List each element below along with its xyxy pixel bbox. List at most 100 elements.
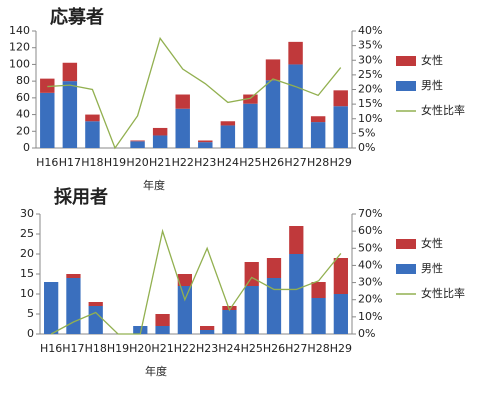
legend-swatch bbox=[396, 264, 416, 274]
y-tick-label: 100 bbox=[9, 57, 30, 70]
y-tick-label: 120 bbox=[9, 41, 30, 54]
y-tick-label: 140 bbox=[9, 24, 30, 37]
bar-segment bbox=[40, 92, 55, 148]
bar-segment bbox=[266, 278, 282, 334]
y2-tick-label: 40% bbox=[358, 24, 382, 37]
x-tick-label: H21 bbox=[149, 156, 171, 169]
x-tick-label: H20 bbox=[129, 342, 151, 355]
bar-segment bbox=[88, 306, 103, 334]
bar-segment bbox=[311, 282, 326, 298]
y-tick-label: 0 bbox=[27, 327, 34, 340]
x-tick-label: H24 bbox=[217, 156, 239, 169]
y-tick-label: 10 bbox=[20, 287, 34, 300]
y2-tick-label: 10% bbox=[358, 310, 382, 323]
legend-swatch bbox=[396, 81, 416, 91]
bar-segment bbox=[333, 106, 348, 148]
legend-label: 女性 bbox=[421, 53, 443, 67]
bar-segment bbox=[288, 41, 303, 65]
y2-tick-label: 30% bbox=[358, 53, 382, 66]
x-tick-label: H24 bbox=[218, 342, 240, 355]
bar-segment bbox=[200, 330, 215, 334]
bar-segment bbox=[155, 326, 170, 334]
x-tick-label: H27 bbox=[285, 342, 307, 355]
chart-title: 応募者 bbox=[50, 6, 104, 28]
legend-label: 男性 bbox=[421, 78, 443, 92]
bar-segment bbox=[177, 274, 192, 286]
bar-segment bbox=[265, 59, 281, 81]
legend-label: 女性比率 bbox=[421, 286, 465, 300]
x-tick-label: H21 bbox=[151, 342, 173, 355]
x-tick-label: H29 bbox=[330, 342, 352, 355]
x-tick-label: H17 bbox=[62, 342, 84, 355]
legend-swatch bbox=[396, 239, 416, 249]
x-tick-label: H26 bbox=[263, 342, 285, 355]
bar-segment bbox=[333, 294, 348, 334]
y2-tick-label: 5% bbox=[358, 126, 375, 139]
x-tick-label: H17 bbox=[59, 156, 81, 169]
bar-segment bbox=[130, 140, 145, 142]
x-tick-label: H29 bbox=[330, 156, 352, 169]
bar-segment bbox=[244, 286, 259, 334]
bar-segment bbox=[310, 122, 326, 148]
bar-segment bbox=[265, 80, 281, 148]
x-tick-label: H28 bbox=[307, 156, 329, 169]
y2-tick-label: 0% bbox=[358, 327, 375, 340]
bar-segment bbox=[311, 298, 326, 334]
bar-segment bbox=[66, 278, 81, 334]
chart-title: 採用者 bbox=[54, 186, 108, 208]
y-tick-label: 30 bbox=[20, 207, 34, 220]
x-tick-label: H18 bbox=[81, 156, 103, 169]
x-tick-label: H28 bbox=[307, 342, 329, 355]
bar-segment bbox=[198, 142, 213, 148]
bar-segment bbox=[220, 121, 236, 126]
x-tick-label: H25 bbox=[241, 342, 263, 355]
bar-segment bbox=[62, 81, 78, 148]
bar-segment bbox=[220, 125, 236, 148]
bar-segment bbox=[244, 262, 259, 286]
legend-label: 女性 bbox=[421, 236, 443, 250]
legend-swatch bbox=[396, 56, 416, 66]
bar-segment bbox=[222, 310, 237, 334]
y2-tick-label: 15% bbox=[358, 97, 382, 110]
x-tick-label: H27 bbox=[284, 156, 306, 169]
y2-tick-label: 20% bbox=[358, 293, 382, 306]
x-axis-label: 年度 bbox=[145, 364, 167, 378]
bar-segment bbox=[200, 326, 215, 330]
y-tick-label: 20 bbox=[16, 124, 30, 137]
bar-segment bbox=[333, 90, 348, 107]
y2-tick-label: 0% bbox=[358, 141, 375, 154]
bar-segment bbox=[222, 306, 237, 310]
y-tick-label: 20 bbox=[20, 247, 34, 260]
bar-segment bbox=[289, 254, 304, 334]
bar-segment bbox=[175, 94, 190, 109]
x-tick-label: H20 bbox=[126, 156, 148, 169]
bar-segment bbox=[152, 135, 168, 148]
y2-tick-label: 20% bbox=[358, 83, 382, 96]
bar-segment bbox=[310, 116, 326, 123]
y2-tick-label: 50% bbox=[358, 241, 382, 254]
y2-tick-label: 10% bbox=[358, 112, 382, 125]
y-tick-label: 40 bbox=[16, 108, 30, 121]
bar-segment bbox=[198, 140, 213, 143]
bar-segment bbox=[177, 286, 192, 334]
x-tick-label: H16 bbox=[40, 342, 62, 355]
x-tick-label: H16 bbox=[36, 156, 58, 169]
legend-label: 男性 bbox=[421, 261, 443, 275]
bar-segment bbox=[44, 282, 59, 334]
bar-segment bbox=[289, 226, 304, 254]
x-tick-label: H18 bbox=[85, 342, 107, 355]
bar-segment bbox=[88, 302, 103, 306]
y-tick-label: 15 bbox=[20, 267, 34, 280]
bar-segment bbox=[243, 103, 258, 148]
y-tick-label: 5 bbox=[27, 307, 34, 320]
bar-segment bbox=[266, 258, 282, 278]
x-tick-label: H23 bbox=[196, 342, 218, 355]
bar-segment bbox=[66, 274, 81, 278]
y-tick-label: 0 bbox=[23, 141, 30, 154]
bar-segment bbox=[85, 114, 100, 122]
y2-tick-label: 70% bbox=[358, 207, 382, 220]
bar-segment bbox=[288, 64, 303, 148]
x-tick-label: H25 bbox=[239, 156, 261, 169]
y2-tick-label: 30% bbox=[358, 276, 382, 289]
